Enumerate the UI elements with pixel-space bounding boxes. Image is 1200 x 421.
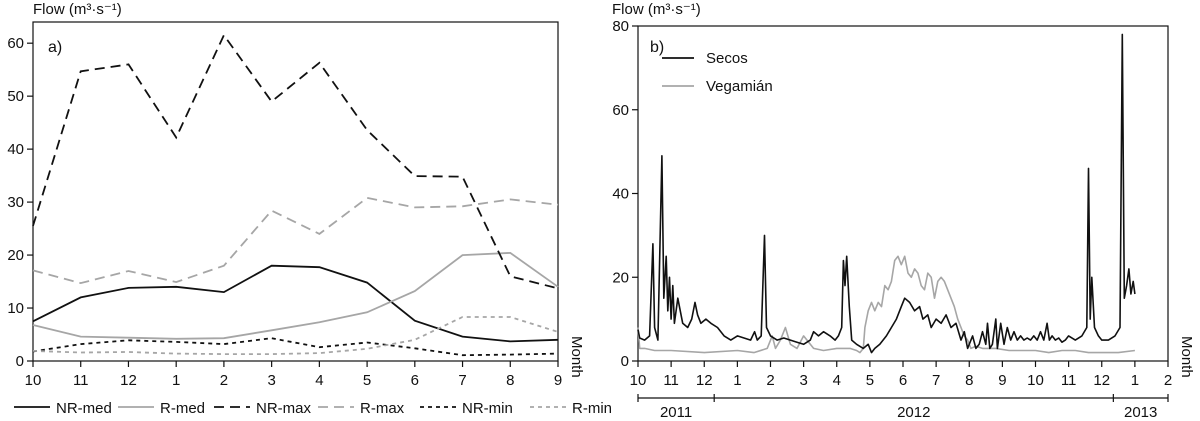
- series-line-nr-med: [32, 264, 559, 343]
- panel-b-y-ticks: 0 20 40 60 80: [612, 18, 638, 370]
- series-line-r-min: [32, 316, 559, 356]
- panel-a-x-tick-label: 11: [73, 372, 89, 389]
- panel-a-frame: [32, 21, 559, 362]
- year-label: 2013: [1124, 404, 1157, 421]
- panel-a-x-tick-label: 6: [411, 372, 419, 389]
- panel-a-y-tick-label: 50: [7, 88, 24, 105]
- panel-b-year-axis: 2011 2012 2013: [637, 394, 1169, 421]
- panel-a-y-tick-label: 60: [7, 35, 24, 52]
- panel-b-y-tick-label: 60: [612, 102, 629, 119]
- legend-label: R-med: [160, 400, 205, 417]
- panel-a-y-tick-label: 20: [7, 247, 24, 264]
- panel-b-x-tick-label: 2: [766, 372, 774, 389]
- panel-a-y-tick-label: 10: [7, 300, 24, 317]
- panel-b-x-tick-label: 3: [799, 372, 807, 389]
- legend-label: R-max: [360, 400, 405, 417]
- panel-b-y-axis-label: Flow (m³·s⁻¹): [612, 1, 701, 18]
- panel-a-y-ticks: 0 10 20 30 40 50 60: [7, 35, 33, 370]
- panel-b-x-tick-label: 12: [696, 372, 713, 389]
- panel-b-legend: Secos Vegamián: [662, 50, 773, 95]
- panel-a-x-tick-label: 7: [458, 372, 466, 389]
- panel-b-x-tick-label: 9: [998, 372, 1006, 389]
- panel-b-series: [637, 33, 1136, 354]
- panel-b-x-tick-label: 1: [1131, 372, 1139, 389]
- panel-a-x-tick-label: 9: [554, 372, 562, 389]
- panel-b-x-tick-label: 10: [630, 372, 647, 389]
- legend-label: NR-max: [256, 400, 311, 417]
- panel-a-x-axis-label: Month: [568, 336, 585, 378]
- panel-b-x-tick-label: 6: [899, 372, 907, 389]
- panel-b-x-tick-label: 11: [663, 372, 679, 389]
- panel-a-y-axis-label: Flow (m³·s⁻¹): [33, 1, 122, 18]
- series-line-nr-max: [32, 33, 559, 290]
- panel-b-x-tick-label: 4: [833, 372, 841, 389]
- panel-a-series: [32, 33, 559, 357]
- year-label: 2012: [897, 404, 930, 421]
- series-line-r-max: [32, 196, 559, 285]
- panel-b-y-tick-label: 0: [621, 353, 629, 370]
- panel-b-x-tick-label: 10: [1027, 372, 1044, 389]
- panel-a-x-tick-label: 2: [220, 372, 228, 389]
- series-line-r-med: [32, 251, 559, 340]
- panel-b-x-tick-label: 11: [1061, 372, 1077, 389]
- legend-label: NR-min: [462, 400, 513, 417]
- panel-a-x-tick-label: 3: [267, 372, 275, 389]
- legend-label: Secos: [706, 50, 748, 67]
- panel-a-x-tick-label: 1: [172, 372, 180, 389]
- panel-a-x-tick-label: 8: [506, 372, 514, 389]
- panel-b-y-tick-label: 80: [612, 18, 629, 35]
- panel-a-x-tick-label: 5: [363, 372, 371, 389]
- panel-a-x-tick-label: 12: [120, 372, 137, 389]
- legend-label: R-min: [572, 400, 612, 417]
- panel-b-x-tick-label: 1: [733, 372, 741, 389]
- series-line-secos: [637, 33, 1136, 354]
- panel-b-label: b): [650, 39, 664, 56]
- panel-b-x-tick-label: 7: [932, 372, 940, 389]
- panel-b-x-tick-label: 8: [965, 372, 973, 389]
- panel-b-y-tick-label: 20: [612, 269, 629, 286]
- panel-a-legend: NR-med R-med NR-max R-max NR-min R-min: [14, 400, 612, 417]
- panel-b-x-tick-label: 12: [1093, 372, 1110, 389]
- panel-a-x-tick-label: 10: [25, 372, 42, 389]
- panel-b-x-tick-label: 2: [1164, 372, 1172, 389]
- panel-a-x-tick-label: 4: [315, 372, 323, 389]
- legend-label: Vegamián: [706, 78, 773, 95]
- panel-a-label: a): [48, 39, 62, 56]
- series-line-vegamian: [637, 255, 1136, 354]
- legend-label: NR-med: [56, 400, 112, 417]
- panel-b-x-tick-label: 5: [866, 372, 874, 389]
- panel-a-x-ticks: 10 11 12 1 2 3 4 5 6 7 8 9: [25, 361, 562, 389]
- panel-b-y-tick-label: 40: [612, 186, 629, 203]
- panel-a-y-tick-label: 30: [7, 194, 24, 211]
- year-label: 2011: [660, 404, 692, 421]
- panel-a-y-tick-label: 0: [16, 353, 24, 370]
- panel-b-x-axis-label: Month: [1178, 336, 1195, 378]
- panel-a-y-tick-label: 40: [7, 141, 24, 158]
- panel-b-x-ticks: 10 11 12 1 2 3 4 5 6 7 8 9 10 11 12 1 2: [630, 361, 1172, 389]
- series-line-nr-min: [32, 337, 559, 357]
